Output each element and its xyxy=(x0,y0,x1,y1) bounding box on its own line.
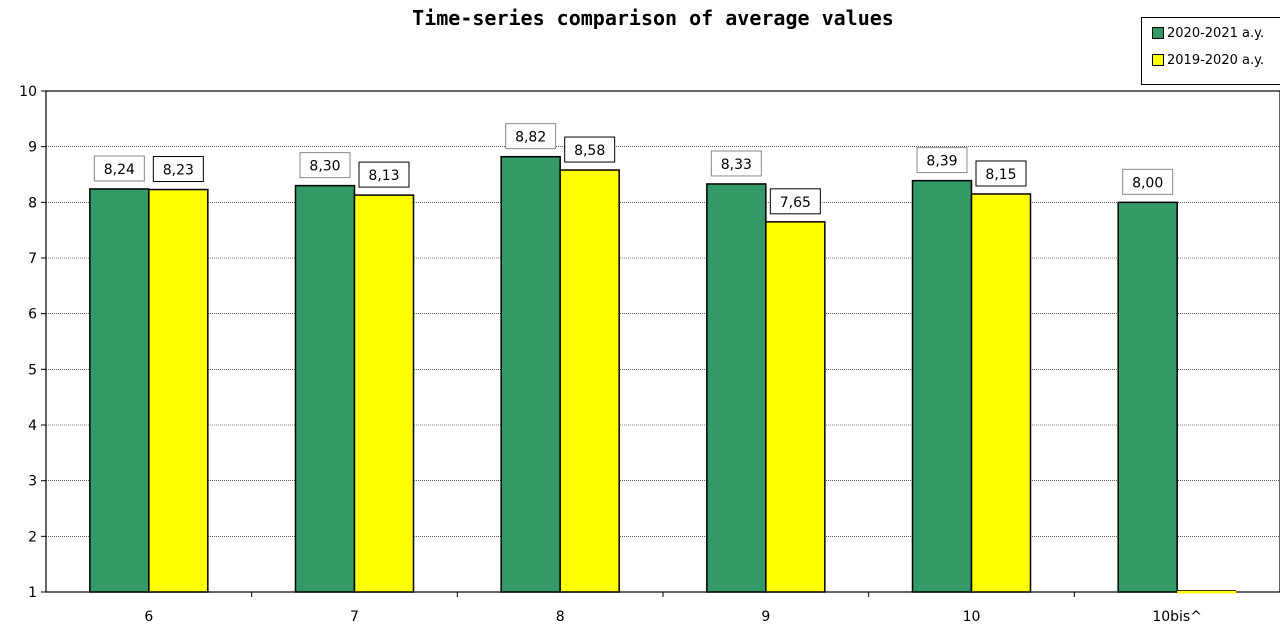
x-tick-label: 6 xyxy=(144,609,153,624)
legend-label-series-2: 2019-2020 a.y. xyxy=(1167,53,1264,68)
legend-label-series-1: 2020-2021 a.y. xyxy=(1167,26,1264,41)
bar xyxy=(913,181,972,592)
x-tick-label: 8 xyxy=(556,609,565,624)
y-tick-label: 10 xyxy=(19,84,37,100)
data-label: 8,00 xyxy=(1132,175,1163,191)
bar xyxy=(355,195,414,592)
y-tick-label: 7 xyxy=(28,251,37,267)
data-label: 8,24 xyxy=(104,162,135,178)
x-tick-label: 10bis^ xyxy=(1152,609,1202,624)
legend-swatch-series-1 xyxy=(1152,27,1164,39)
legend-swatch-series-2 xyxy=(1152,54,1164,66)
data-label: 7,65 xyxy=(780,195,811,211)
data-label: 8,33 xyxy=(721,157,752,173)
data-label: 8,82 xyxy=(515,130,546,146)
bar xyxy=(766,222,825,592)
y-tick-label: 4 xyxy=(28,418,37,434)
data-label: 8,15 xyxy=(985,167,1016,183)
y-tick-label: 1 xyxy=(28,585,37,601)
data-label: 8,39 xyxy=(926,154,957,170)
y-tick-label: 5 xyxy=(28,362,37,378)
data-label: 8,13 xyxy=(368,168,399,184)
legend-item-series-1: 2020-2021 a.y. xyxy=(1152,24,1264,42)
bar xyxy=(1118,202,1177,592)
x-tick-label: 7 xyxy=(350,609,359,624)
bar xyxy=(972,194,1031,592)
bar xyxy=(501,157,560,592)
plot-area xyxy=(46,91,1280,592)
bar xyxy=(296,186,355,592)
y-tick-label: 3 xyxy=(28,474,37,490)
y-tick-label: 6 xyxy=(28,307,37,323)
bar xyxy=(149,190,208,592)
legend-item-series-2: 2019-2020 a.y. xyxy=(1152,51,1264,69)
data-label: 8,30 xyxy=(309,159,340,175)
data-label: 8,58 xyxy=(574,143,605,159)
bar xyxy=(560,170,619,592)
bar xyxy=(707,184,766,592)
y-tick-label: 2 xyxy=(28,529,37,545)
y-tick-label: 9 xyxy=(28,140,37,156)
bar xyxy=(90,189,149,592)
data-label: 8,23 xyxy=(163,163,194,179)
x-tick-label: 9 xyxy=(761,609,770,624)
y-tick-label: 8 xyxy=(28,195,37,211)
x-tick-label: 10 xyxy=(963,609,981,624)
chart-legend: 2020-2021 a.y. 2019-2020 a.y. xyxy=(1141,17,1280,85)
